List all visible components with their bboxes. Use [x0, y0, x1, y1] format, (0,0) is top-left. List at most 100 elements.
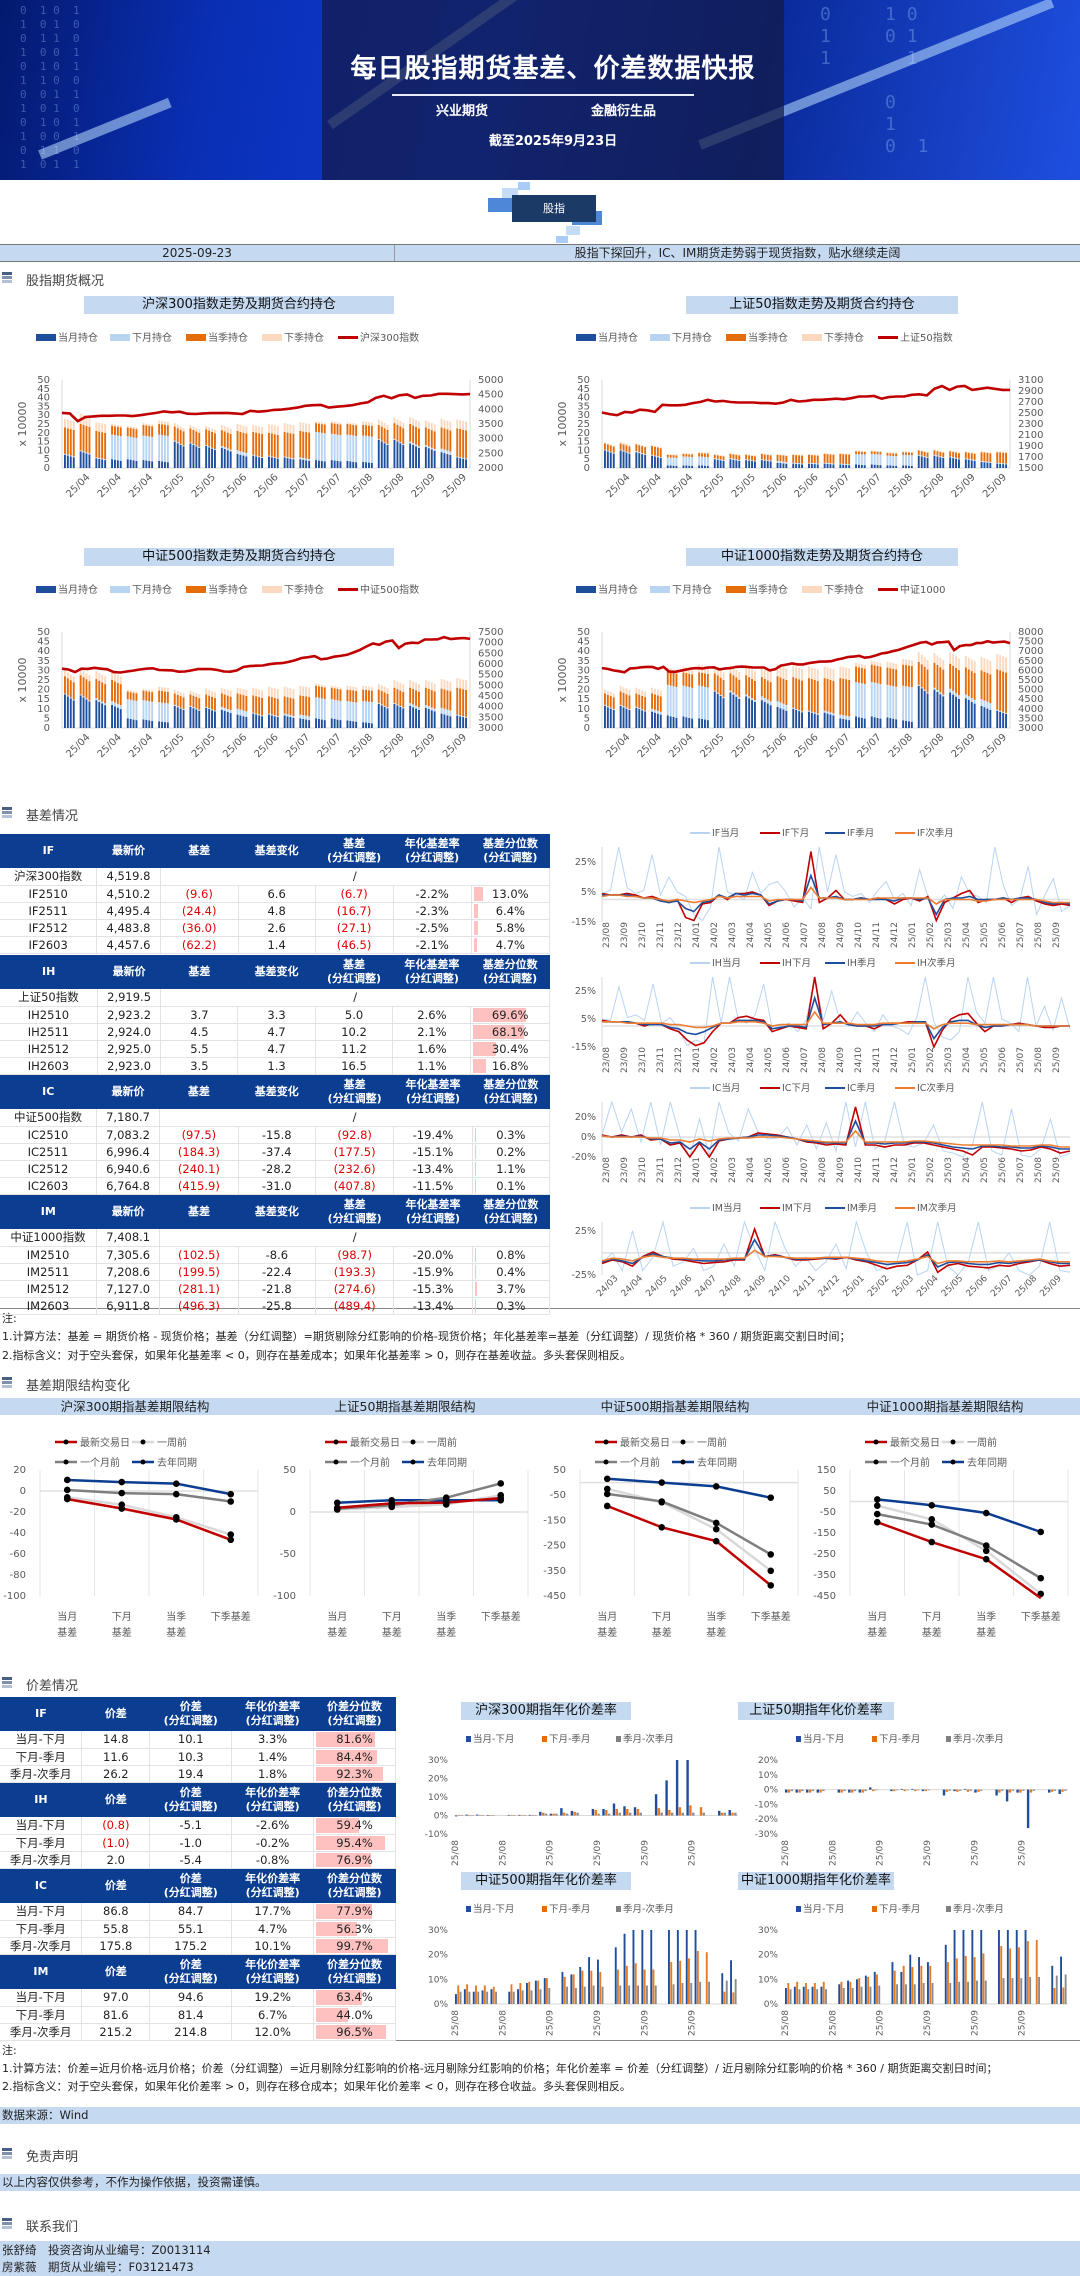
annualized-basis-rate: -13.4% — [393, 1160, 473, 1178]
oi-bar — [173, 689, 176, 694]
spread-bar — [895, 1789, 899, 1791]
oi-bar — [323, 422, 326, 425]
oi-bar — [967, 458, 970, 460]
percentile-value: 69.6% — [491, 1007, 529, 1022]
oi-bar — [368, 701, 370, 723]
oi-bar — [116, 675, 119, 683]
column-header: 基差 — [160, 834, 239, 868]
oi-bar — [145, 691, 148, 701]
index-row: 上证50指数 2,919.5/ — [0, 989, 550, 1007]
column-header: 价差 — [81, 1783, 150, 1817]
legend-swatch — [542, 1736, 547, 1742]
oi-bar — [276, 426, 279, 435]
oi-bar — [858, 717, 860, 728]
y-tick-label: 25 — [577, 675, 590, 686]
oi-bar — [691, 674, 694, 688]
oi-bar — [289, 688, 292, 698]
series-line — [602, 1010, 1070, 1030]
oi-bar — [242, 716, 245, 728]
column-header: 基差分位数 (分红调整) — [472, 1075, 550, 1109]
spread-bar — [851, 1789, 854, 1793]
oi-bar — [902, 658, 905, 665]
y-tick-label: 0% — [764, 2000, 779, 2010]
oi-bar — [116, 425, 119, 427]
oi-bar — [659, 457, 662, 458]
percentile-value: 1.1% — [496, 1161, 526, 1176]
oi-bar — [320, 424, 323, 433]
oi-bar — [1002, 712, 1005, 728]
oi-bar — [305, 460, 308, 468]
oi-bar — [323, 461, 326, 468]
oi-bar — [308, 432, 311, 459]
oi-bar — [346, 689, 349, 702]
oi-bar — [792, 677, 795, 708]
data-point — [118, 1478, 126, 1486]
basis-change: -37.4 — [238, 1143, 316, 1161]
oi-bar — [986, 701, 989, 709]
oi-bar — [339, 461, 342, 468]
oi-bar — [675, 457, 678, 466]
spread-bar — [626, 1809, 629, 1816]
data-point — [63, 1476, 71, 1484]
column-header: 基差变化 — [238, 834, 316, 868]
oi-bar — [308, 459, 311, 461]
oi-bar — [923, 690, 926, 728]
oi-bar — [430, 423, 433, 430]
oi-bar — [148, 424, 151, 426]
spread-table-ih: IH 价差 价差 (分红调整) 年化价差率 (分红调整) 价差分位数 (分红调整) 当月-… — [0, 1783, 396, 1869]
x-tick-label: 24/07 — [800, 1047, 810, 1073]
oi-bar — [609, 707, 612, 709]
oi-bar — [769, 701, 772, 706]
y2-tick-label: 1900 — [1018, 441, 1043, 452]
legend-label: 下月-季月 — [879, 1733, 920, 1745]
oi-bar — [669, 457, 672, 466]
report-banner: 0 1 0 1 1 0 1 0 0 1 1 0 1 0 0 1 0 1 0 1 … — [0, 0, 1080, 180]
oi-bar — [795, 709, 798, 710]
spread-bar — [843, 1789, 846, 1792]
spread-bar — [1000, 1946, 1003, 2004]
oi-bar — [368, 425, 370, 437]
oi-bar — [286, 714, 289, 717]
oi-bar — [810, 679, 813, 712]
oi-bar — [729, 692, 732, 728]
spread-bar — [614, 1947, 617, 2004]
oi-bar — [955, 692, 957, 697]
oi-bar — [126, 427, 129, 437]
oi-bar — [111, 434, 113, 460]
oi-bar — [892, 456, 895, 466]
x-tick-label: 23/11 — [656, 1047, 666, 1073]
oi-bar — [729, 690, 732, 693]
oi-bar — [986, 452, 989, 453]
x-tick-label: 当季基差 — [976, 1610, 996, 1639]
x-tick-label: 25/04 — [96, 732, 124, 760]
oi-bar — [920, 456, 923, 468]
oi-bar — [628, 452, 631, 454]
spread-bar — [468, 1991, 471, 2004]
oi-bar — [785, 461, 788, 464]
oi-bar — [905, 659, 907, 666]
oi-bar — [336, 434, 339, 461]
oi-bar — [214, 710, 216, 712]
oi-bar — [910, 455, 913, 466]
x-tick-label: 24/12 — [890, 1047, 900, 1073]
oi-bar — [214, 711, 216, 728]
x-tick-label: 25/08 — [828, 2010, 838, 2036]
basis-value: (184.3) — [159, 1143, 239, 1161]
spread-adjusted: -1.0 — [149, 1834, 233, 1852]
oi-bar — [195, 708, 198, 710]
oi-bar — [299, 695, 302, 715]
y-tick-label: 5% — [581, 1014, 596, 1025]
oi-bar — [719, 455, 722, 456]
column-header: 基差分位数 (分红调整) — [471, 834, 550, 868]
oi-bar — [669, 716, 672, 728]
oi-bar — [370, 723, 373, 728]
oi-bar — [242, 425, 245, 433]
table-header-row: IF 最新价 基差 基差变化 基差 (分红调整) 年化基差率 (分红调整) 基差分位数 (分… — [0, 834, 550, 868]
oi-bar — [198, 698, 201, 710]
legend-label: IF下月 — [782, 828, 809, 839]
y-tick-label: 20 — [13, 1465, 26, 1476]
y-tick-label: 30 — [577, 410, 590, 421]
oi-bar — [283, 457, 286, 468]
oi-bar — [701, 453, 703, 457]
oi-bar — [735, 454, 738, 455]
